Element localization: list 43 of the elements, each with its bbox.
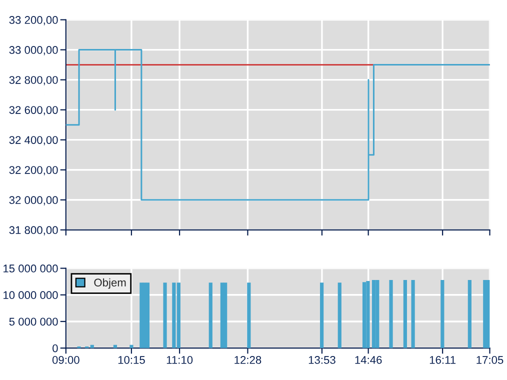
x-tick-label: 12:28: [234, 356, 262, 364]
y-tick-label: 5 000 000: [9, 318, 58, 326]
y-tick-label: 32 000,00: [9, 196, 58, 206]
bar: [130, 344, 134, 348]
legend-label: Objem: [94, 278, 126, 289]
bar: [389, 280, 393, 348]
x-tick-label: 14:46: [355, 356, 382, 364]
y-tick-label: 15 000 000: [4, 264, 58, 272]
bar: [163, 282, 167, 348]
bar: [208, 282, 212, 348]
bar: [338, 282, 342, 348]
bar: [320, 282, 324, 348]
y-tick-label: 32 200,00: [9, 166, 58, 176]
bar: [362, 282, 366, 348]
y-tick-label: 0: [52, 344, 58, 352]
bar: [140, 282, 144, 348]
bar: [146, 282, 150, 348]
x-tick-label: 17:05: [476, 356, 504, 364]
y-tick-label: 33 200,00: [9, 16, 58, 26]
x-tick-label: 09:00: [52, 356, 80, 364]
y-tick-label: 32 400,00: [9, 136, 58, 146]
bar: [440, 280, 444, 348]
bar: [372, 280, 376, 348]
bar: [468, 280, 472, 348]
bar: [224, 282, 228, 348]
y-tick-label: 32 800,00: [9, 76, 58, 86]
bar: [366, 281, 370, 348]
bar: [411, 280, 415, 348]
y-tick-label: 31 800,00: [9, 226, 58, 236]
bar: [403, 280, 407, 348]
bar: [90, 344, 94, 348]
bar: [247, 282, 251, 348]
y-tick-label: 10 000 000: [4, 291, 58, 300]
x-tick-label: 13:53: [308, 356, 336, 364]
y-tick-label: 33 000,00: [9, 46, 58, 56]
x-tick-label: 16:11: [430, 356, 456, 364]
bar: [376, 280, 380, 348]
line-series: [66, 49, 490, 201]
y-tick-label: 32 600,00: [9, 106, 58, 116]
x-tick-label: 11:10: [166, 356, 193, 364]
x-tick-label: 10:15: [118, 356, 145, 364]
bar: [486, 280, 490, 348]
bar: [113, 344, 118, 348]
